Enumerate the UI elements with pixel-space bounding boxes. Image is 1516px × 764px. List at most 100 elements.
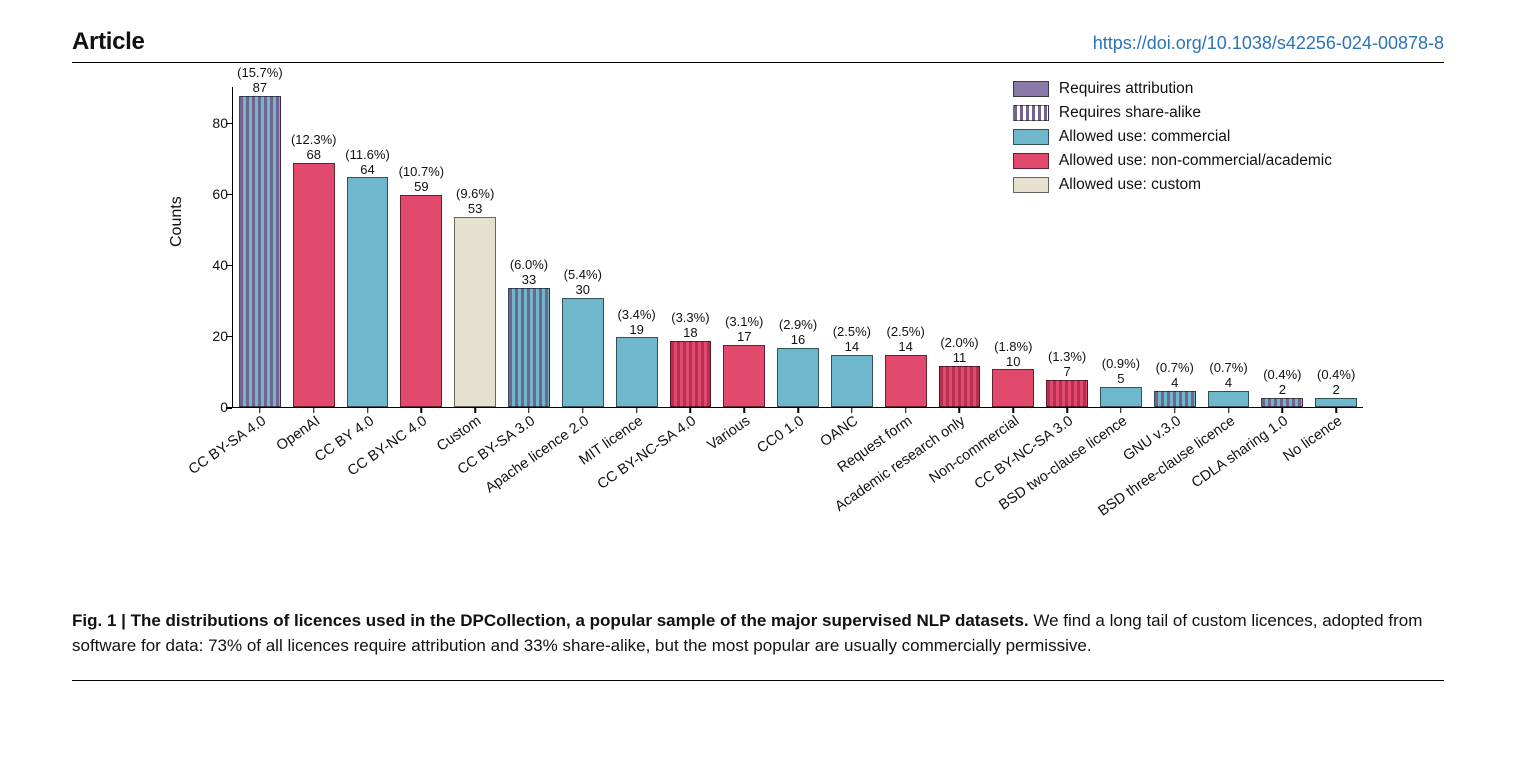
- licence-distribution-chart: Counts 020406080 (15.7%)87CC BY-SA 4.0(1…: [182, 77, 1372, 607]
- bar-count: 2: [1279, 383, 1286, 398]
- y-tick-label: 60: [192, 186, 228, 202]
- bar-slot: (3.1%)17Various: [717, 87, 771, 407]
- legend-item: Allowed use: custom: [1013, 173, 1332, 197]
- bar-pct: (0.7%): [1156, 361, 1194, 376]
- bar-value-label: (3.4%)19: [610, 308, 664, 338]
- page: Article https://doi.org/10.1038/s42256-0…: [0, 0, 1516, 764]
- bar-count: 59: [414, 180, 428, 195]
- bar-pct: (1.3%): [1048, 350, 1086, 365]
- bar: [347, 177, 389, 407]
- bar-count: 11: [953, 351, 967, 366]
- bar: [777, 348, 819, 407]
- bar-value-label: (3.1%)17: [717, 315, 771, 345]
- bar-count: 64: [360, 163, 374, 178]
- bar-pct: (3.3%): [671, 311, 709, 326]
- y-tick-label: 20: [192, 328, 228, 344]
- bar-value-label: (1.8%)10: [986, 340, 1040, 370]
- legend-swatch: [1013, 129, 1049, 145]
- bar-slot: (12.3%)68OpenAI: [287, 87, 341, 407]
- page-header: Article https://doi.org/10.1038/s42256-0…: [72, 28, 1444, 63]
- bar-count: 4: [1171, 376, 1178, 391]
- bar-value-label: (9.6%)53: [448, 187, 502, 217]
- bar: [293, 163, 335, 407]
- bar-value-label: (0.7%)4: [1148, 361, 1202, 391]
- bar-value-label: (2.0%)11: [933, 336, 987, 366]
- bar-slot: (5.4%)30Apache licence 2.0: [556, 87, 610, 407]
- bar-value-label: (2.5%)14: [879, 325, 933, 355]
- bar-pct: (2.5%): [887, 325, 925, 340]
- bar-value-label: (0.4%)2: [1255, 368, 1309, 398]
- y-tick-label: 0: [192, 399, 228, 415]
- bar-count: 14: [845, 340, 859, 355]
- bar-value-label: (1.3%)7: [1040, 350, 1094, 380]
- legend-label: Allowed use: commercial: [1059, 125, 1230, 149]
- bar-count: 17: [737, 330, 751, 345]
- bar-pct: (2.0%): [940, 336, 978, 351]
- bar-count: 10: [1006, 355, 1020, 370]
- bar-value-label: (2.9%)16: [771, 318, 825, 348]
- bar: [831, 355, 873, 407]
- bar: [885, 355, 927, 407]
- legend-swatch: [1013, 153, 1049, 169]
- bar: [454, 217, 496, 407]
- y-tick-label: 40: [192, 257, 228, 273]
- bar-pct: (2.5%): [833, 325, 871, 340]
- bar-count: 87: [253, 81, 267, 96]
- figure-caption: Fig. 1 | The distributions of licences u…: [72, 609, 1444, 681]
- bar-pct: (0.7%): [1209, 361, 1247, 376]
- bar: [670, 341, 712, 407]
- bar-pct: (10.7%): [399, 165, 445, 180]
- bar-pct: (3.4%): [617, 308, 655, 323]
- legend-swatch: [1013, 105, 1049, 121]
- bar-count: 2: [1333, 383, 1340, 398]
- bar-slot: (3.4%)19MIT licence: [610, 87, 664, 407]
- bar-slot: (2.5%)14Request form: [879, 87, 933, 407]
- legend-item: Requires attribution: [1013, 77, 1332, 101]
- legend-label: Requires share-alike: [1059, 101, 1201, 125]
- legend-item: Requires share-alike: [1013, 101, 1332, 125]
- legend-swatch: [1013, 177, 1049, 193]
- bar-count: 14: [898, 340, 912, 355]
- doi-link[interactable]: https://doi.org/10.1038/s42256-024-00878…: [1093, 33, 1444, 54]
- bar-value-label: (5.4%)30: [556, 268, 610, 298]
- bar-value-label: (11.6%)64: [341, 148, 395, 178]
- bar-pct: (2.9%): [779, 318, 817, 333]
- legend-item: Allowed use: non-commercial/academic: [1013, 149, 1332, 173]
- bar-slot: (9.6%)53Custom: [448, 87, 502, 407]
- bar-count: 33: [522, 273, 536, 288]
- bar-value-label: (6.0%)33: [502, 258, 556, 288]
- y-axis-label: Counts: [168, 196, 186, 247]
- bar-pct: (0.4%): [1317, 368, 1355, 383]
- section-label: Article: [72, 28, 145, 56]
- bar-value-label: (3.3%)18: [664, 311, 718, 341]
- bar-pct: (9.6%): [456, 187, 494, 202]
- bar-slot: (6.0%)33CC BY-SA 3.0: [502, 87, 556, 407]
- bar-slot: (11.6%)64CC BY 4.0: [341, 87, 395, 407]
- bar-value-label: (0.4%)2: [1309, 368, 1363, 398]
- bar-count: 4: [1225, 376, 1232, 391]
- legend: Requires attributionRequires share-alike…: [1013, 77, 1332, 197]
- bar-pct: (3.1%): [725, 315, 763, 330]
- bar-slot: (10.7%)59CC BY-NC 4.0: [394, 87, 448, 407]
- bar-count: 68: [306, 148, 320, 163]
- bar: [400, 195, 442, 407]
- bar-count: 7: [1063, 365, 1070, 380]
- bar: [562, 298, 604, 407]
- bar-pct: (0.9%): [1102, 357, 1140, 372]
- bar-count: 19: [629, 323, 643, 338]
- bar-slot: (2.5%)14OANC: [825, 87, 879, 407]
- legend-label: Requires attribution: [1059, 77, 1193, 101]
- bar-slot: (2.0%)11Academic research only: [933, 87, 987, 407]
- bar: [508, 288, 550, 407]
- legend-item: Allowed use: commercial: [1013, 125, 1332, 149]
- bar-count: 5: [1117, 372, 1124, 387]
- bar-pct: (11.6%): [345, 148, 390, 163]
- legend-swatch: [1013, 81, 1049, 97]
- bar: [239, 96, 281, 407]
- bar-value-label: (12.3%)68: [287, 133, 341, 163]
- bar-slot: (2.9%)16CC0 1.0: [771, 87, 825, 407]
- y-tick-label: 80: [192, 115, 228, 131]
- bar-pct: (12.3%): [291, 133, 337, 148]
- bar: [616, 337, 658, 407]
- bar-count: 16: [791, 333, 805, 348]
